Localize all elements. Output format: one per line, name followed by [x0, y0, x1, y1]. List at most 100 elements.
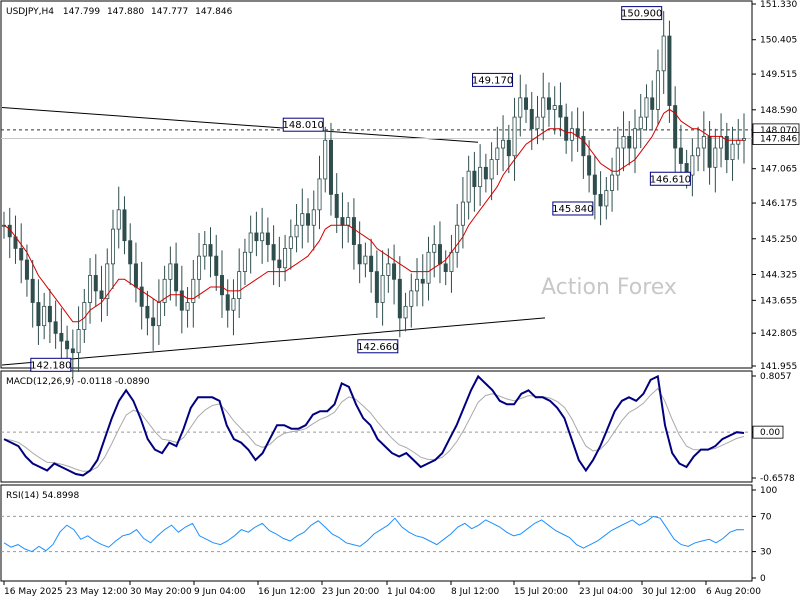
candle-body: [260, 232, 265, 242]
candle-body: [529, 109, 534, 130]
x-axis-label: 9 Jun 04:00: [194, 587, 246, 597]
x-axis-label: 16 Jun 12:00: [258, 587, 315, 597]
candle-body: [254, 232, 259, 242]
candle: [311, 190, 316, 251]
annotation-label: 149.170: [472, 75, 513, 86]
candle-body: [409, 290, 414, 307]
candle: [638, 93, 643, 149]
candle: [552, 86, 557, 135]
candle-body: [346, 217, 351, 226]
candle: [237, 248, 242, 318]
candle-body: [70, 348, 75, 354]
candle: [208, 227, 213, 278]
candle: [403, 292, 408, 332]
candle-body: [478, 166, 483, 188]
candle-body: [518, 97, 523, 118]
macd-axis-label: 0.8057: [760, 372, 792, 382]
price-annotation: 146.610: [649, 171, 691, 186]
price-panel-frame: [0, 0, 753, 369]
candle: [231, 279, 236, 336]
ohlc-high: 147.880: [107, 7, 144, 17]
price-annotation: 142.660: [357, 339, 398, 354]
x-axis-label: 15 Jul 20:00: [514, 587, 568, 597]
price-panel-header: USDJPY,H4 147.799 147.880 147.777 147.84…: [6, 7, 233, 17]
price-tag-label: 148.070: [760, 126, 797, 136]
candle: [483, 153, 488, 193]
candle-body: [546, 97, 551, 110]
price-annotation: 150.900: [621, 6, 663, 21]
axis-layer: 151.330 150.405 149.515 148.590 147.065 146.1…: [3, 0, 800, 597]
x-axis-label: 16 May 2025: [4, 587, 63, 597]
price-axis-label: 147.065: [760, 165, 797, 175]
candle: [306, 198, 311, 243]
candle-body: [633, 128, 638, 149]
price-annotation: 142.180: [30, 357, 72, 372]
candle-body: [415, 278, 420, 292]
candle: [604, 176, 609, 220]
candle: [415, 258, 420, 307]
candle-body: [397, 278, 402, 319]
candle-body: [19, 248, 24, 261]
candle: [644, 84, 649, 131]
annotation-box: [649, 171, 691, 186]
candle: [323, 126, 328, 193]
candle: [328, 122, 333, 216]
candle: [443, 250, 448, 286]
macd-current-tag: [752, 425, 784, 439]
candle-body: [524, 97, 529, 110]
candle: [99, 265, 104, 322]
candle-body: [696, 147, 701, 157]
price-axis-label: 151.330: [760, 0, 797, 10]
candle-body: [638, 116, 643, 130]
candle-body: [604, 190, 609, 207]
annotation-label: 142.180: [30, 360, 71, 371]
candle-body: [719, 136, 724, 149]
candle-body: [197, 255, 202, 280]
candle-body: [512, 116, 517, 157]
candle: [518, 74, 523, 137]
candle-body: [110, 228, 115, 265]
candle-body: [139, 286, 144, 307]
candle: [202, 231, 207, 270]
macd-line: [3, 374, 745, 477]
annotation-box: [621, 6, 663, 21]
price-annotation: 148.010: [283, 117, 324, 132]
ohlc-low: 147.777: [151, 7, 188, 17]
candle: [191, 260, 196, 328]
candle: [283, 234, 288, 282]
candle-body: [328, 139, 333, 195]
candle-body: [179, 290, 184, 311]
price-annotation: 145.840: [552, 201, 594, 216]
candle: [248, 215, 253, 274]
annotation-label: 146.610: [650, 174, 691, 185]
candle-body: [483, 166, 488, 180]
candle-body: [151, 317, 156, 327]
price-axis-label: 150.405: [760, 36, 797, 46]
price-axis-label: 146.175: [760, 199, 797, 209]
candle: [162, 265, 167, 316]
candle: [546, 82, 551, 127]
price-layer: 142.180 148.010 142.660 149.170 145.840 150.9…: [1, 6, 752, 378]
candle-body: [53, 321, 58, 334]
candle-body: [76, 329, 81, 354]
price-axis-label: 141.955: [760, 362, 797, 372]
candle-body: [558, 105, 563, 118]
candle: [59, 308, 64, 365]
candle-body: [225, 294, 230, 311]
candle-body: [420, 278, 425, 284]
candle-body: [116, 209, 121, 230]
candle-body: [655, 70, 660, 110]
macd-panel-header: MACD(12,26,9) -0.0118 -0.0890: [6, 377, 150, 387]
candle: [558, 82, 563, 137]
x-axis-label: 23 May 12:00: [66, 587, 128, 597]
candle: [541, 72, 546, 141]
candle-body: [219, 275, 224, 296]
candle-body: [443, 263, 448, 272]
candle-body: [93, 275, 98, 292]
candle: [47, 288, 52, 344]
candle: [478, 144, 483, 206]
candle: [506, 124, 511, 174]
candle-body: [707, 136, 712, 168]
candle-body: [306, 213, 311, 226]
price-axis-label: 148.590: [760, 106, 797, 116]
